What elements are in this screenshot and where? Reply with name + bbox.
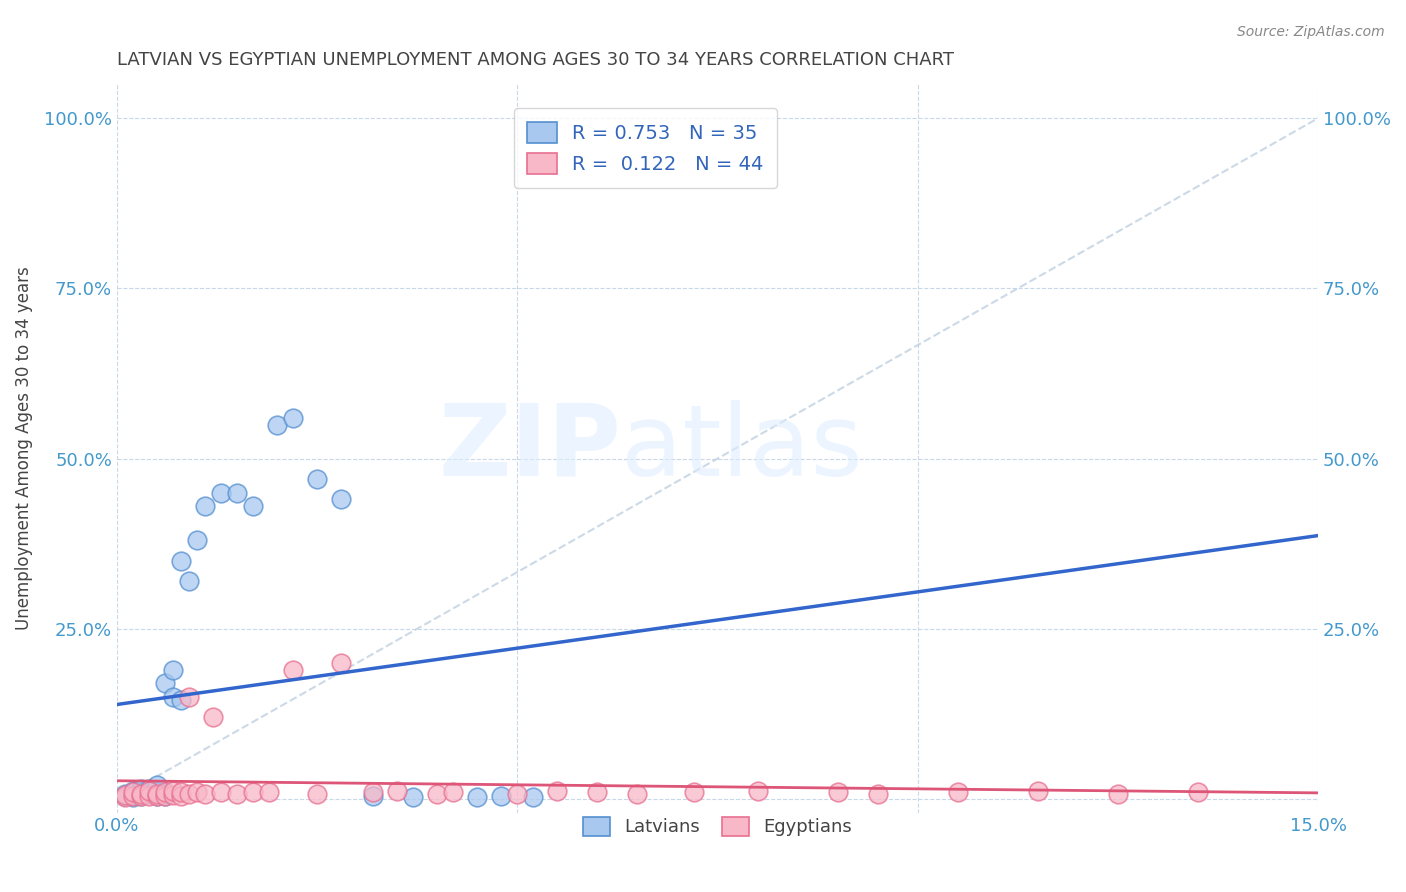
Point — [162, 690, 184, 704]
Point — [361, 789, 384, 803]
Point — [162, 663, 184, 677]
Point — [114, 789, 136, 804]
Point — [506, 787, 529, 801]
Point — [402, 789, 425, 804]
Point — [170, 789, 193, 803]
Point — [242, 785, 264, 799]
Point — [202, 710, 225, 724]
Point — [242, 500, 264, 514]
Point — [146, 789, 169, 803]
Point — [866, 787, 889, 801]
Point — [186, 785, 208, 799]
Point — [122, 789, 145, 804]
Point — [153, 785, 176, 799]
Point — [1187, 785, 1209, 799]
Point — [827, 785, 849, 799]
Text: Source: ZipAtlas.com: Source: ZipAtlas.com — [1237, 25, 1385, 39]
Point — [146, 789, 169, 804]
Point — [361, 785, 384, 799]
Point — [177, 787, 200, 801]
Point — [138, 787, 160, 801]
Point — [194, 500, 217, 514]
Point — [257, 785, 280, 799]
Y-axis label: Unemployment Among Ages 30 to 34 years: Unemployment Among Ages 30 to 34 years — [15, 267, 32, 631]
Point — [146, 787, 169, 801]
Point — [138, 784, 160, 798]
Point — [138, 781, 160, 796]
Point — [177, 690, 200, 704]
Point — [586, 785, 609, 799]
Point — [153, 789, 176, 803]
Point — [129, 787, 152, 801]
Point — [129, 785, 152, 799]
Point — [946, 785, 969, 799]
Point — [194, 787, 217, 801]
Text: ZIP: ZIP — [439, 400, 621, 497]
Point — [491, 789, 513, 804]
Point — [129, 789, 152, 804]
Point — [170, 693, 193, 707]
Point — [122, 788, 145, 802]
Point — [209, 485, 232, 500]
Point — [281, 410, 304, 425]
Point — [546, 784, 568, 798]
Point — [626, 787, 648, 801]
Point — [153, 789, 176, 803]
Point — [682, 785, 704, 799]
Point — [162, 784, 184, 798]
Point — [330, 492, 353, 507]
Text: LATVIAN VS EGYPTIAN UNEMPLOYMENT AMONG AGES 30 TO 34 YEARS CORRELATION CHART: LATVIAN VS EGYPTIAN UNEMPLOYMENT AMONG A… — [117, 51, 955, 69]
Text: atlas: atlas — [621, 400, 863, 497]
Point — [522, 789, 544, 804]
Point — [330, 656, 353, 670]
Point — [387, 784, 409, 798]
Point — [146, 785, 169, 799]
Point — [266, 417, 288, 432]
Point — [129, 789, 152, 803]
Point — [209, 785, 232, 799]
Point — [114, 789, 136, 803]
Point — [114, 788, 136, 802]
Point — [153, 787, 176, 801]
Point — [170, 785, 193, 799]
Point — [138, 789, 160, 803]
Point — [426, 787, 449, 801]
Point — [122, 789, 145, 803]
Point — [170, 554, 193, 568]
Point — [177, 574, 200, 588]
Point — [441, 785, 464, 799]
Point — [1026, 784, 1049, 798]
Point — [114, 787, 136, 801]
Legend: Latvians, Egyptians: Latvians, Egyptians — [575, 810, 859, 844]
Point — [122, 785, 145, 799]
Point — [281, 663, 304, 677]
Point — [226, 787, 249, 801]
Point — [186, 533, 208, 548]
Point — [146, 778, 169, 792]
Point — [307, 472, 329, 486]
Point — [747, 784, 769, 798]
Point — [1107, 787, 1129, 801]
Point — [465, 789, 488, 804]
Point — [226, 485, 249, 500]
Point — [153, 676, 176, 690]
Point — [122, 784, 145, 798]
Point — [162, 788, 184, 802]
Point — [307, 787, 329, 801]
Point — [129, 781, 152, 796]
